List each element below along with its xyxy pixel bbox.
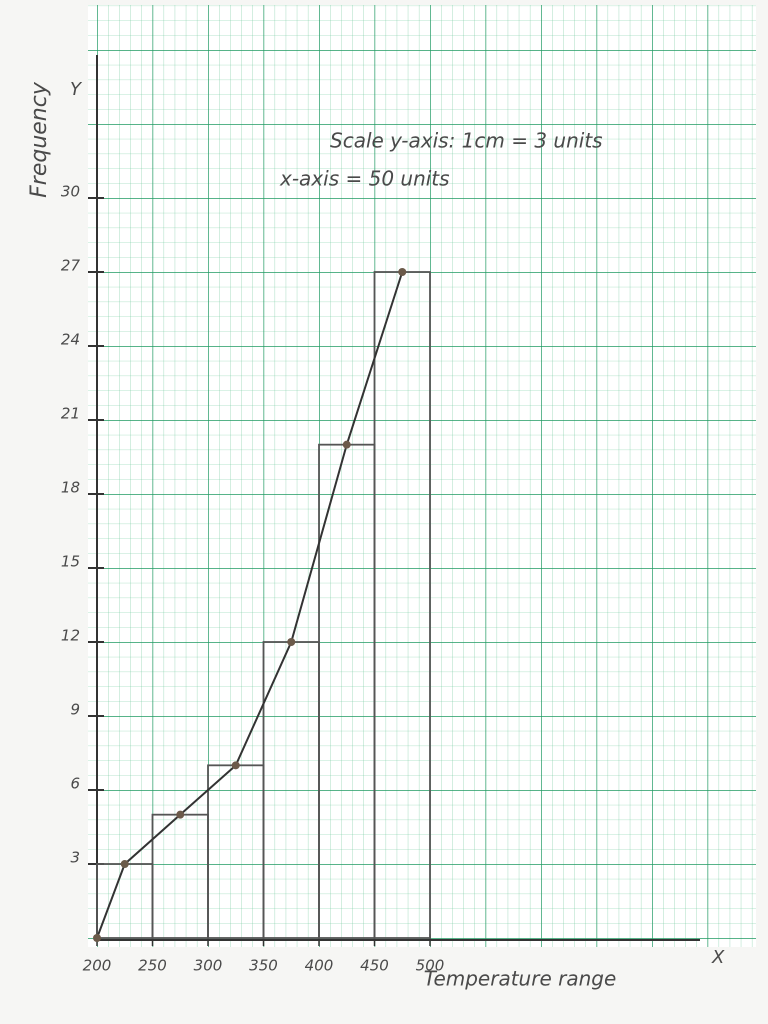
- y-tick-label: 3: [70, 849, 80, 867]
- x-tick-label: 200: [83, 957, 112, 975]
- x-tick-label: 450: [360, 957, 389, 975]
- polygon-point: [287, 638, 296, 646]
- polygon-point: [398, 268, 407, 276]
- y-tick-label: 24: [61, 331, 80, 349]
- polygon-point: [342, 440, 351, 449]
- x-tick-label: 400: [305, 957, 334, 975]
- y-tick-label: 27: [61, 257, 81, 275]
- y-tick-label: 15: [61, 553, 80, 571]
- polygon-point: [231, 761, 240, 770]
- x-tick-label: 350: [249, 957, 278, 975]
- x-axis-label: Temperature range: [424, 967, 617, 991]
- x-axis-letter: X: [711, 947, 725, 968]
- y-tick-label: 30: [61, 183, 80, 201]
- y-tick-label: 6: [70, 775, 80, 793]
- y-tick-label: 9: [70, 701, 80, 719]
- y-axis-letter: Y: [70, 79, 83, 100]
- major-grid: [88, 5, 756, 947]
- polygon-point: [120, 860, 129, 868]
- x-tick-label: 300: [194, 957, 223, 975]
- y-axis-label: Frequency: [27, 81, 52, 198]
- y-tick-label: 18: [61, 479, 80, 497]
- x-tick-label: 500: [416, 957, 445, 975]
- polygon-point: [93, 934, 101, 942]
- y-tick-label: 12: [61, 627, 80, 645]
- chart-subtitle: x-axis = 50 units: [279, 167, 450, 191]
- x-tick-label: 250: [138, 957, 167, 975]
- polygon-point: [176, 810, 185, 819]
- chart-title: Scale y-axis: 1cm = 3 units: [330, 129, 603, 153]
- y-tick-label: 21: [61, 405, 80, 423]
